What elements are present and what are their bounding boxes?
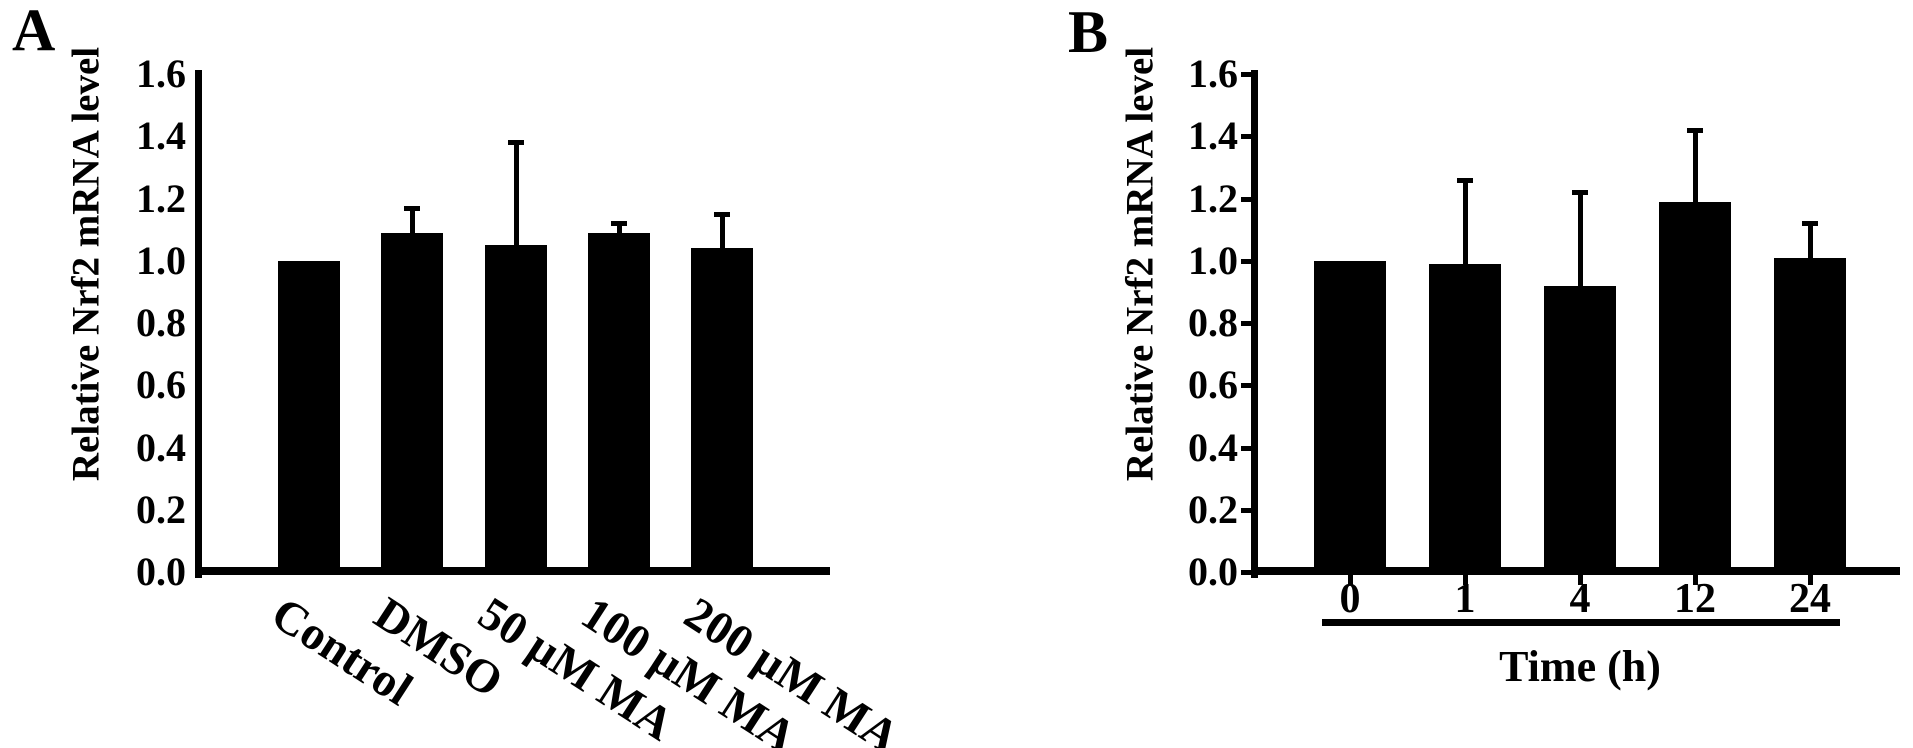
bar: [278, 260, 340, 575]
y-tick-label: 1.2: [1188, 175, 1238, 221]
y-tick-mark: [1241, 383, 1251, 389]
y-tick-label: 1.6: [1188, 51, 1238, 96]
bar: [1659, 201, 1731, 575]
error-bar-cap: [1687, 128, 1703, 134]
x-category-label: 4: [1569, 576, 1591, 622]
x-category-label: 24: [1789, 576, 1831, 622]
x-tick-mark: [1577, 575, 1583, 585]
error-bar-cap: [714, 212, 730, 218]
error-bar-cap: [1572, 190, 1588, 196]
bar: [1429, 263, 1501, 575]
x-category-label: 0: [1339, 576, 1361, 622]
error-bar-cap: [1802, 221, 1818, 227]
error-bar-stem: [1462, 179, 1468, 264]
y-tick-label: 0.4: [1188, 424, 1238, 470]
y-tick-label: 0.2: [136, 486, 186, 532]
x-tick-mark: [1347, 575, 1353, 585]
x-labels-underline: [1322, 619, 1840, 626]
error-bar-cap: [404, 205, 420, 211]
bar: [691, 248, 753, 575]
error-bar-cap: [508, 140, 524, 146]
error-bar-cap: [611, 221, 627, 227]
error-bar-stem: [513, 142, 519, 246]
y-tick-label: 0.6: [136, 362, 186, 408]
y-tick-label: 0.6: [1188, 362, 1238, 408]
y-tick-label: 1.4: [1188, 113, 1238, 159]
y-tick-mark: [1241, 507, 1251, 513]
y-tick-label: 1.0: [1188, 237, 1238, 283]
panel-a-letter: A: [12, 0, 56, 63]
error-bar-stem: [409, 207, 415, 233]
y-axis-line: [195, 70, 202, 578]
bar: [1544, 285, 1616, 575]
error-bar-stem: [1692, 130, 1698, 202]
error-bar-cap: [1457, 177, 1473, 183]
y-axis-line: [1251, 70, 1258, 578]
x-category-label: 1: [1454, 576, 1476, 622]
x-tick-mark: [1462, 575, 1468, 585]
y-tick-mark: [1241, 72, 1251, 77]
y-tick-label: 1.6: [136, 51, 186, 96]
y-tick-mark: [1241, 445, 1251, 451]
y-tick-label: 0.0: [136, 549, 186, 594]
y-tick-mark: [1241, 258, 1251, 264]
error-bar-stem: [616, 223, 622, 233]
y-tick-mark: [1241, 321, 1251, 326]
bar: [1314, 260, 1386, 575]
y-tick-label: 0.8: [136, 300, 186, 345]
error-bar-stem: [1807, 223, 1813, 258]
y-tick-label: 1.0: [136, 237, 186, 283]
y-tick-mark: [1241, 134, 1251, 140]
y-tick-label: 0.0: [1188, 549, 1238, 594]
y-tick-label: 1.4: [136, 113, 186, 159]
error-bar-stem: [719, 214, 725, 249]
y-tick-mark: [1241, 570, 1251, 575]
y-tick-mark: [1241, 196, 1251, 202]
x-tick-mark: [1807, 575, 1813, 585]
error-bar-stem: [1577, 192, 1583, 286]
y-tick-label: 0.2: [1188, 486, 1238, 532]
x-category-label: 12: [1674, 576, 1716, 622]
bar: [381, 232, 443, 575]
bar: [485, 245, 547, 575]
panel-b-x-axis-title: Time (h): [1499, 642, 1661, 691]
x-tick-mark: [1692, 575, 1698, 585]
bar: [1774, 257, 1846, 575]
y-tick-label: 0.4: [136, 424, 186, 470]
y-tick-label: 1.2: [136, 175, 186, 221]
panel-b-letter: B: [1068, 0, 1109, 65]
y-tick-label: 0.8: [1188, 300, 1238, 345]
bar: [588, 232, 650, 575]
